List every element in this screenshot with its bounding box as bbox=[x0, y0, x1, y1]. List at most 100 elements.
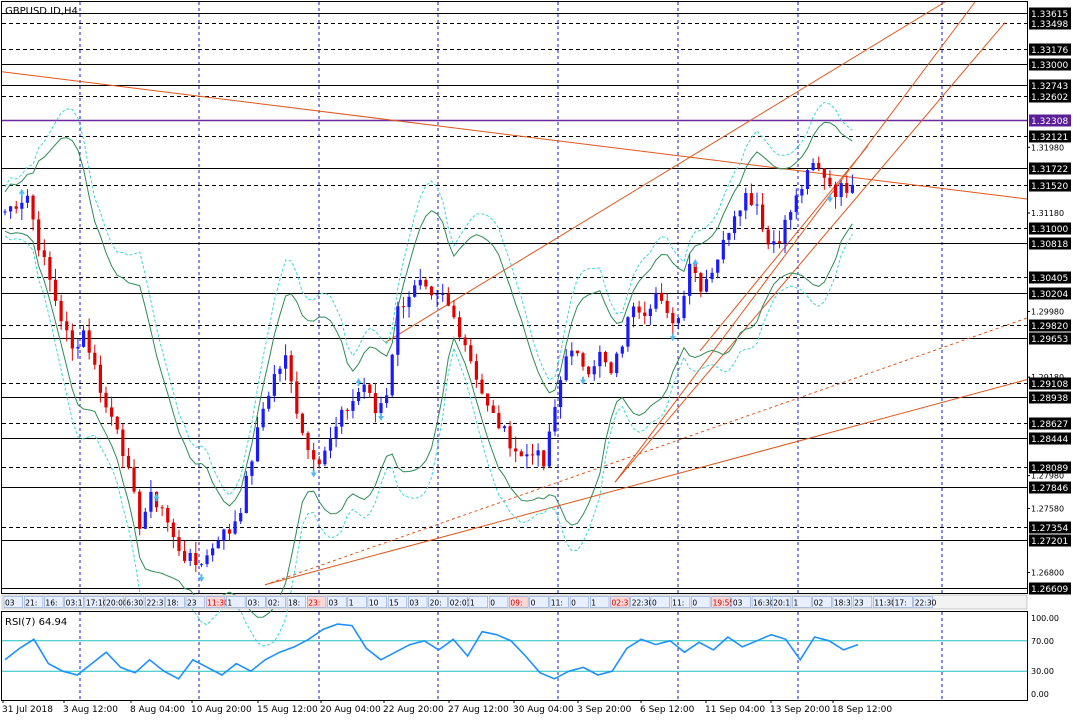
candle-body bbox=[48, 257, 52, 280]
candle-body bbox=[255, 427, 260, 462]
rsi-line bbox=[4, 623, 859, 680]
vertical-grid bbox=[79, 2, 943, 700]
price-label-bg bbox=[1029, 332, 1071, 345]
candle-body bbox=[766, 229, 770, 245]
x-tick-label: 6 Sep 12:00 bbox=[640, 705, 695, 715]
candle-body bbox=[278, 368, 282, 374]
price-label: 1.26609 bbox=[1031, 585, 1068, 595]
price-label: 1.33498 bbox=[1031, 20, 1068, 30]
time-label: 1 bbox=[227, 599, 232, 608]
price-label: 1.33615 bbox=[1031, 10, 1068, 20]
time-label: 03:1 bbox=[66, 599, 83, 608]
candle-body bbox=[121, 429, 125, 457]
candle-body bbox=[671, 312, 675, 324]
fractal-up-arrow bbox=[18, 188, 25, 197]
candle-body bbox=[502, 426, 507, 429]
price-tick-label: 1.31980 bbox=[1031, 143, 1064, 152]
candle-body bbox=[306, 432, 310, 451]
candle-body bbox=[205, 555, 209, 565]
candle-body bbox=[227, 529, 232, 534]
price-label-bg bbox=[1029, 417, 1071, 430]
fractal-down-arrow bbox=[826, 194, 833, 203]
time-label: 16: bbox=[45, 599, 57, 608]
fractal-up-arrow bbox=[692, 259, 699, 268]
candle-body bbox=[424, 279, 428, 287]
time-label: 02:3 bbox=[612, 599, 629, 608]
time-label: 23 bbox=[187, 599, 197, 608]
time-label: 19:55 bbox=[713, 599, 735, 608]
candle-body bbox=[25, 195, 30, 203]
x-tick-label: 31 Jul 2018 bbox=[2, 705, 53, 715]
candle-body bbox=[626, 317, 630, 347]
time-label-box bbox=[852, 596, 873, 608]
time-label-box bbox=[893, 596, 913, 608]
time-label: 0 bbox=[652, 599, 657, 608]
candle-body bbox=[682, 295, 686, 319]
time-label-box bbox=[691, 596, 711, 608]
price-label-bg bbox=[1029, 7, 1071, 20]
chart-title: GBPUSD.ID,H4 bbox=[5, 6, 78, 17]
x-tick-label: 11 Sep 04:00 bbox=[705, 705, 765, 715]
time-label-box bbox=[266, 596, 286, 608]
candle-body bbox=[401, 306, 406, 308]
candle-body bbox=[463, 337, 467, 346]
candle-body bbox=[312, 450, 316, 460]
time-label: 1 bbox=[591, 599, 596, 608]
price-label-bg bbox=[1029, 377, 1071, 390]
price-label: 1.30405 bbox=[1031, 274, 1068, 284]
candle-body bbox=[637, 306, 641, 313]
price-label-bg bbox=[1029, 481, 1071, 494]
candle-body bbox=[704, 279, 709, 292]
time-label: 03 bbox=[5, 599, 15, 608]
candle-body bbox=[570, 350, 574, 357]
x-tick-label: 20 Aug 04:00 bbox=[320, 705, 381, 715]
candle-body bbox=[772, 241, 776, 245]
candle-body bbox=[222, 529, 226, 541]
time-label-box bbox=[630, 596, 650, 608]
candle-body bbox=[491, 405, 495, 414]
candle-body bbox=[250, 461, 254, 476]
candle-body bbox=[744, 193, 748, 211]
candle-body bbox=[14, 206, 18, 209]
candle-body bbox=[356, 391, 361, 402]
candle-body bbox=[676, 318, 681, 324]
candle-body bbox=[828, 177, 832, 185]
time-label-box bbox=[64, 596, 84, 608]
candle-body bbox=[188, 552, 192, 561]
candle-body bbox=[693, 263, 697, 274]
candle-body bbox=[845, 183, 849, 193]
time-label: 03 bbox=[328, 599, 338, 608]
time-label-box bbox=[650, 596, 670, 608]
time-label-box bbox=[387, 596, 408, 608]
time-label: 20:00 bbox=[106, 599, 128, 608]
fractal-down-arrow bbox=[198, 574, 205, 583]
candle-body bbox=[65, 321, 69, 331]
time-label-box bbox=[226, 596, 246, 608]
price-tick-label: 1.27980 bbox=[1031, 472, 1064, 481]
candle-body bbox=[59, 300, 63, 322]
candle-body bbox=[160, 507, 164, 509]
candle-body bbox=[749, 193, 753, 206]
price-label: 1.31000 bbox=[1031, 225, 1068, 235]
candle-body bbox=[760, 204, 765, 230]
x-tick-label: 10 Aug 20:00 bbox=[191, 705, 252, 715]
time-label-box bbox=[792, 596, 812, 608]
trend-line bbox=[264, 379, 1028, 586]
candle-body bbox=[800, 189, 804, 196]
time-label: 09: bbox=[510, 599, 522, 608]
time-label: 0 bbox=[692, 599, 697, 608]
candle-body bbox=[648, 308, 652, 316]
time-label-box bbox=[205, 596, 226, 608]
fractal-up-arrow bbox=[355, 377, 362, 386]
candle-body bbox=[457, 317, 462, 338]
rsi-tick-label: 100.00 bbox=[1031, 614, 1059, 623]
price-label-bg bbox=[1029, 582, 1071, 595]
time-label-box bbox=[590, 596, 610, 608]
candle-body bbox=[182, 551, 187, 561]
candle-body bbox=[435, 294, 439, 296]
candle-body bbox=[811, 162, 815, 171]
candle-body bbox=[850, 184, 854, 193]
time-label: 03 bbox=[733, 599, 743, 608]
